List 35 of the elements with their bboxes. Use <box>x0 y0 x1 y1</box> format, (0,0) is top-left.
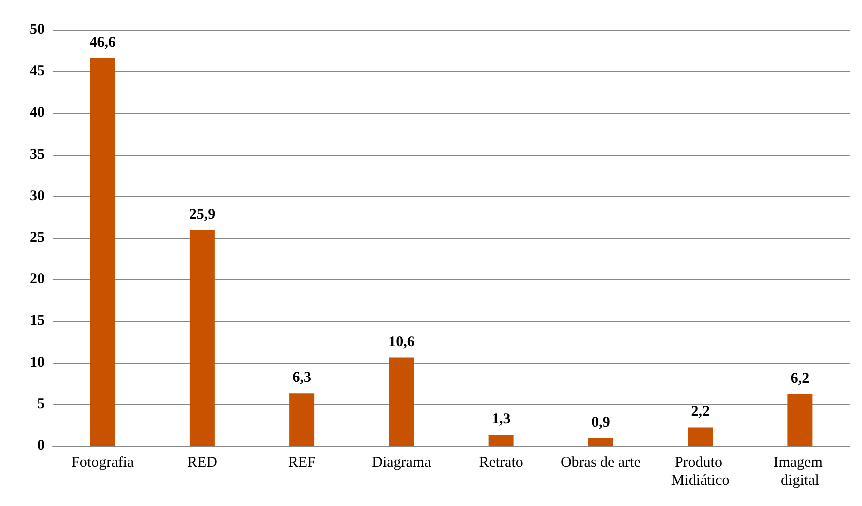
x-tick-label: Obras de arte <box>560 455 642 471</box>
bar <box>688 428 714 446</box>
y-tick-label: 40 <box>30 105 45 122</box>
y-tick-label: 45 <box>30 64 45 80</box>
y-tick-label: 30 <box>30 188 45 204</box>
bar <box>488 435 514 446</box>
bar <box>588 438 614 446</box>
x-tick-label: Fotografia <box>72 455 134 471</box>
bar <box>190 230 215 446</box>
data-label: 6,2 <box>790 370 810 387</box>
x-tick-label: Imagem digital <box>774 455 827 489</box>
bar <box>788 394 813 446</box>
data-label: 25,9 <box>189 207 216 224</box>
y-tick-label: 10 <box>30 354 45 371</box>
data-label: 10,6 <box>388 334 416 350</box>
x-tick-label: Retrato <box>479 455 524 471</box>
y-tick-label: 35 <box>30 146 45 163</box>
data-label: 0,9 <box>592 415 610 432</box>
data-label: 1,3 <box>492 412 511 428</box>
data-label: 6,3 <box>292 370 312 386</box>
y-tick-label: 15 <box>30 313 45 330</box>
y-tick-label: 20 <box>30 272 45 288</box>
data-label: 46,6 <box>90 34 116 51</box>
data-label: 2,2 <box>691 404 710 420</box>
x-tick-label: RED <box>187 455 218 471</box>
x-tick-label: Diagrama <box>372 455 432 471</box>
y-tick-label: 5 <box>38 396 45 412</box>
y-tick-label: 0 <box>38 438 45 454</box>
x-tick-label: REF <box>288 455 316 471</box>
y-tick-label: 50 <box>30 22 45 38</box>
y-tick-label: 25 <box>30 230 45 246</box>
bar <box>290 394 315 446</box>
bar <box>389 358 414 446</box>
bar <box>90 58 116 446</box>
x-tick-label: Produto Midiático <box>671 455 730 489</box>
